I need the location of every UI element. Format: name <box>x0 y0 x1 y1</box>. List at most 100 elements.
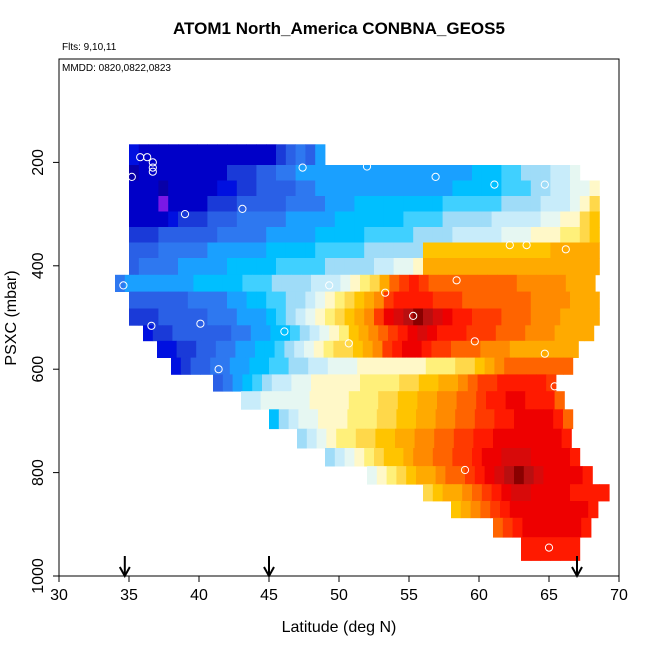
heatmap-cell <box>560 291 571 309</box>
chart-title: ATOM1 North_America CONBNA_GEOS5 <box>173 19 505 38</box>
heatmap-cell <box>158 291 169 309</box>
heatmap-cell <box>357 357 368 375</box>
heatmap-cell <box>168 308 179 326</box>
heatmap-cell <box>568 501 579 519</box>
heatmap-cell <box>222 374 233 392</box>
heatmap-cell <box>344 196 355 212</box>
heatmap-cell <box>452 242 463 259</box>
heatmap-cell <box>560 165 571 181</box>
heatmap-cell <box>533 409 544 430</box>
heatmap-cell <box>367 466 378 485</box>
heatmap-cell <box>217 291 228 309</box>
heatmap-cell <box>295 144 306 166</box>
heatmap-cell <box>274 340 285 358</box>
heatmap-cell <box>536 274 547 292</box>
heatmap-cell <box>462 180 473 197</box>
heatmap-cell <box>354 180 365 197</box>
heatmap-cell <box>187 308 198 326</box>
observation-marker <box>147 321 156 330</box>
heatmap-cell <box>148 258 159 276</box>
heatmap-cell <box>491 291 502 309</box>
heatmap-cell <box>236 227 247 243</box>
heatmap-cell <box>406 357 417 375</box>
heatmap-cell <box>193 274 204 292</box>
heatmap-cell <box>207 291 218 309</box>
heatmap-cell <box>182 325 193 342</box>
observation-marker <box>214 365 223 374</box>
heatmap-cell <box>509 340 520 358</box>
heatmap-cell <box>458 374 469 392</box>
heatmap-cell <box>329 325 340 342</box>
heatmap-cell <box>455 466 466 485</box>
heatmap-cell <box>543 466 554 485</box>
heatmap-cell <box>560 484 571 502</box>
heatmap-cell <box>334 448 345 467</box>
heatmap-cell <box>504 409 515 430</box>
heatmap-cell <box>550 242 561 259</box>
heatmap-cell <box>514 466 525 485</box>
heatmap-cell <box>196 340 207 358</box>
heatmap-cell <box>446 391 457 410</box>
heatmap-cell <box>256 165 267 181</box>
heatmap-cell <box>521 484 532 502</box>
heatmap-cell <box>197 227 208 243</box>
heatmap-cell <box>530 196 541 212</box>
heatmap-cell <box>295 180 306 197</box>
heatmap-cell <box>467 274 478 292</box>
heatmap-cell <box>138 242 149 259</box>
heatmap-cell <box>572 466 583 485</box>
heatmap-cell <box>505 391 516 410</box>
heatmap-cell <box>344 291 355 309</box>
heatmap-cell <box>452 291 463 309</box>
heatmap-cell <box>411 340 422 358</box>
heatmap-cell <box>511 165 522 181</box>
heatmap-cell <box>525 325 536 342</box>
heatmap-cell <box>180 357 191 375</box>
heatmap-cell <box>318 357 329 375</box>
heatmap-cell <box>474 466 485 485</box>
observation-marker <box>127 172 136 181</box>
heatmap-cell <box>393 308 404 326</box>
observation-marker <box>148 158 157 167</box>
heatmap-cell <box>432 180 443 197</box>
heatmap-cell <box>347 357 358 375</box>
heatmap-cell <box>305 180 316 197</box>
heatmap-cell <box>383 448 394 467</box>
heatmap-cell <box>570 258 581 276</box>
heatmap-cell <box>550 180 561 197</box>
heatmap-cell <box>472 258 483 276</box>
heatmap-cell <box>295 211 306 228</box>
heatmap-cell <box>423 291 434 309</box>
heatmap-cell <box>403 180 414 197</box>
heatmap-cell <box>561 428 572 449</box>
heatmap-cell <box>325 196 336 212</box>
heatmap-cell <box>417 391 428 410</box>
heatmap-cell <box>481 308 492 326</box>
observation-marker <box>505 241 514 250</box>
heatmap-cell <box>178 291 189 309</box>
heatmap-cell <box>529 340 540 358</box>
heatmap-cell <box>432 165 443 181</box>
heatmap-cell <box>271 274 282 292</box>
heatmap-cell <box>540 308 551 326</box>
heatmap-cell <box>134 274 145 292</box>
heatmap-cell <box>360 274 371 292</box>
heatmap-cell <box>129 211 140 228</box>
heatmap-cell <box>269 409 280 430</box>
heatmap-cell <box>201 325 212 342</box>
heatmap-cell <box>425 409 436 430</box>
heatmap-cell <box>542 428 553 449</box>
heatmap-cell <box>530 308 541 326</box>
heatmap-cell <box>403 165 414 181</box>
heatmap-cell <box>266 165 277 181</box>
heatmap-cell <box>305 196 316 212</box>
observation-marker <box>452 276 461 285</box>
heatmap-cell <box>354 165 365 181</box>
heatmap-cell <box>540 227 551 243</box>
heatmap-cell <box>476 391 487 410</box>
heatmap-cell <box>227 180 238 197</box>
heatmap-cell <box>379 374 390 392</box>
heatmap-cell <box>493 517 504 538</box>
heatmap-cell <box>172 325 183 342</box>
heatmap-cell <box>285 180 296 197</box>
